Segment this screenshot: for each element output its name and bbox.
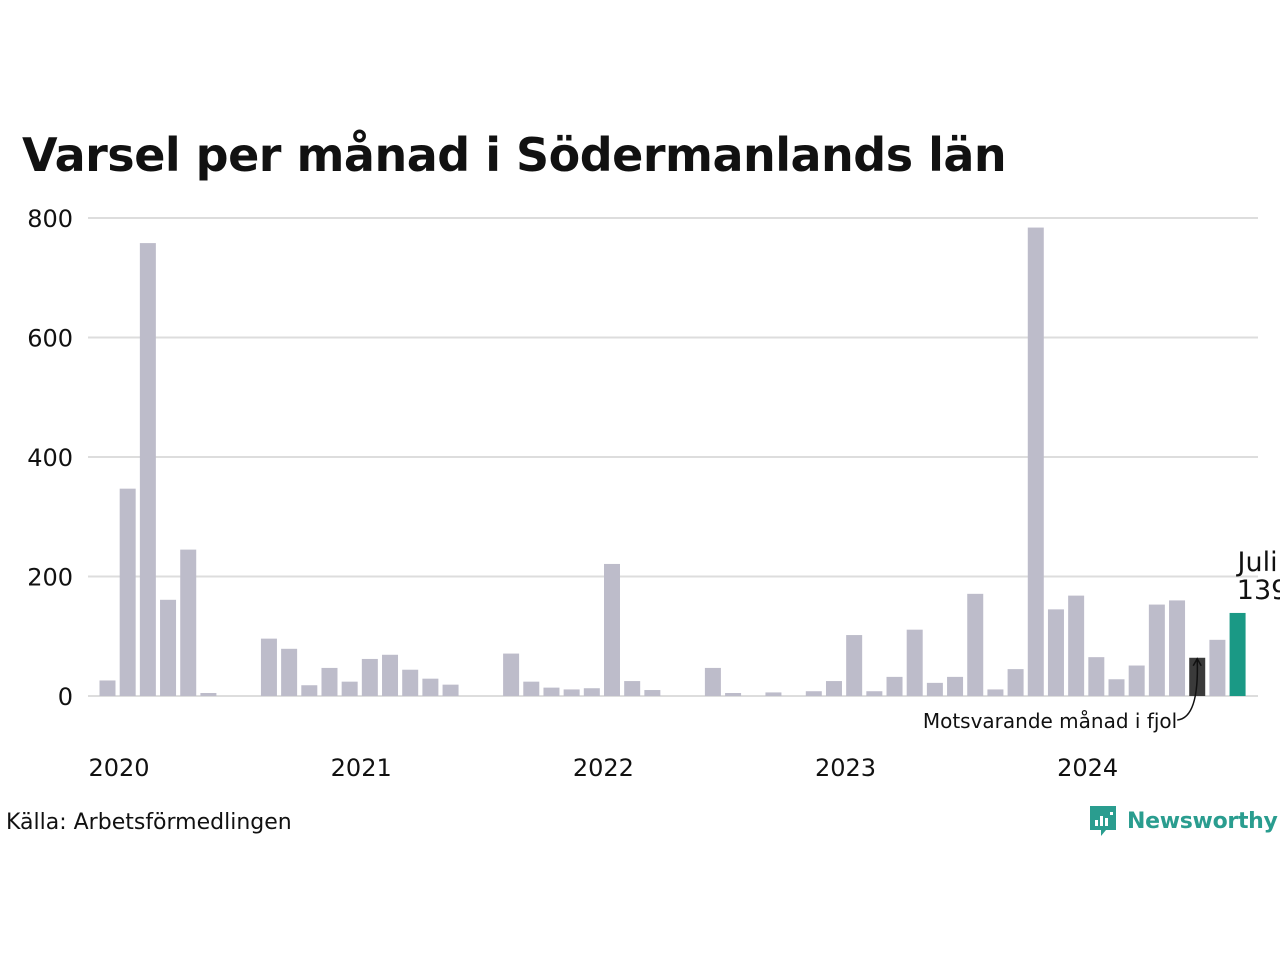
bar [1047, 609, 1064, 696]
bar [301, 685, 318, 696]
bar-chart: 0 200 400 600 800 2020 2021 2022 2023 2024 Juli1… [27, 205, 1280, 782]
bar [160, 599, 177, 696]
bar [543, 687, 560, 696]
x-tick-label: 2024 [1057, 754, 1118, 782]
bar [139, 243, 156, 696]
bar [583, 688, 600, 696]
annotation-arrowhead [1192, 657, 1202, 667]
chart-title: Varsel per månad i Södermanlands län [22, 128, 1007, 182]
bar [341, 681, 358, 696]
bar [1128, 665, 1145, 696]
bars [99, 227, 1246, 696]
bar [281, 648, 298, 696]
bar [1068, 595, 1085, 696]
y-tick-label: 0 [58, 683, 73, 711]
bar-highlight [1229, 612, 1246, 696]
source-note: Källa: Arbetsförmedlingen [6, 810, 292, 835]
bar [926, 682, 943, 696]
bar [1088, 657, 1105, 696]
bar [1148, 604, 1165, 696]
highlight-month-label: Juli [1236, 547, 1278, 578]
x-axis-ticks: 2020 2021 2022 2023 2024 [89, 754, 1119, 782]
bar [725, 693, 742, 696]
y-tick-label: 200 [27, 564, 73, 592]
bar [402, 669, 419, 696]
bar [1108, 679, 1125, 696]
bar [624, 681, 641, 696]
bar [906, 629, 923, 696]
bar [361, 658, 378, 696]
annotation-arrow [1177, 659, 1199, 721]
bar [1027, 227, 1044, 696]
bar [1169, 600, 1186, 696]
y-tick-label: 800 [27, 205, 73, 233]
bar [866, 691, 883, 696]
bar [563, 689, 580, 696]
bar [99, 680, 116, 696]
bar [180, 549, 197, 696]
x-tick-label: 2022 [573, 754, 634, 782]
bar [704, 667, 721, 696]
x-tick-label: 2021 [331, 754, 392, 782]
bar [442, 684, 459, 696]
bar [805, 691, 822, 696]
bar [644, 690, 661, 696]
bar [200, 693, 217, 696]
y-tick-label: 400 [27, 444, 73, 472]
bar [765, 692, 782, 696]
bar [987, 689, 1004, 696]
bar [523, 681, 540, 696]
bar [846, 635, 863, 696]
x-tick-label: 2020 [89, 754, 150, 782]
bar [119, 488, 136, 696]
bar [1007, 669, 1024, 696]
y-tick-label: 600 [27, 325, 73, 353]
bar [1209, 639, 1226, 696]
bar [947, 676, 964, 696]
x-tick-label: 2023 [815, 754, 876, 782]
brand-name: Newsworthy [1127, 808, 1278, 834]
annotation-label: Motsvarande månad i fjol [923, 709, 1177, 733]
bar [260, 638, 277, 696]
bar [886, 676, 903, 696]
bar [825, 681, 842, 696]
bar [321, 667, 338, 696]
bar [422, 678, 439, 696]
bar [604, 563, 620, 696]
bar [382, 654, 399, 696]
brand-logo: Newsworthy [1088, 804, 1278, 838]
bar [967, 593, 984, 696]
highlight-value-label: 139 [1237, 575, 1280, 606]
newsworthy-logo-icon [1090, 806, 1116, 836]
y-axis-ticks: 0 200 400 600 800 [27, 205, 73, 711]
bar [503, 653, 520, 696]
